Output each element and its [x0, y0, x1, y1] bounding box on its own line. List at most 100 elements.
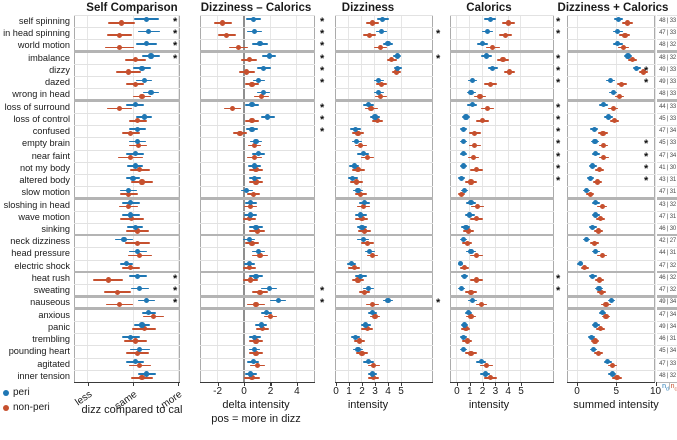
row-line [657, 125, 677, 127]
row-label-wave-motion: wave motion [18, 211, 70, 222]
row-line [74, 88, 180, 90]
data-point-peri-neck-dizziness [460, 236, 466, 242]
data-point-non-peri-altered-body [468, 179, 474, 185]
row-line [450, 112, 554, 114]
data-point-peri-panic [258, 322, 264, 328]
significance-star-dizziness-calorics-not-my-body: * [644, 162, 649, 175]
sample-size-anxious: 47 | 34 [659, 311, 676, 318]
x-axis-line [657, 382, 677, 383]
row-line [335, 27, 433, 29]
data-point-peri-anxious [263, 310, 270, 316]
row-line [335, 333, 433, 335]
row-line [657, 247, 677, 249]
row-line [74, 210, 180, 212]
data-point-non-peri-panic [141, 326, 147, 332]
row-line [335, 112, 433, 114]
data-point-peri-nauseous [385, 297, 391, 304]
data-point-non-peri-wave-motion [359, 216, 365, 222]
data-point-peri-wave-motion [593, 212, 599, 218]
sample-size-agitated: 47 | 33 [659, 360, 676, 367]
row-line [335, 125, 433, 127]
data-point-peri-wrong-in-head [376, 90, 382, 96]
data-point-peri-inner-tension [143, 371, 150, 377]
significance-star-self-comparison-self-spinning: * [173, 16, 178, 28]
row-line [74, 222, 180, 224]
data-point-peri-agitated [478, 359, 484, 365]
group-separator [657, 50, 677, 53]
significance-star-calorics-sweating: * [556, 285, 561, 298]
legend-label-non-peri: non-peri [13, 402, 50, 413]
row-line [567, 222, 655, 224]
row-line [335, 247, 433, 249]
data-point-peri-dazed [469, 77, 475, 83]
row-line [567, 259, 655, 261]
data-point-peri-altered-body [587, 175, 593, 181]
data-point-non-peri-heat-rush [105, 277, 111, 283]
data-point-peri-confused [249, 126, 255, 132]
group-separator [567, 307, 655, 310]
data-point-non-peri-imbalance [132, 57, 138, 63]
tick-mark [296, 382, 299, 386]
data-point-peri-pounding-heart [252, 346, 258, 353]
data-point-peri-trembling [252, 334, 258, 340]
data-point-peri-loss-of-control [463, 114, 469, 120]
significance-star-calorics-altered-body: * [556, 175, 561, 188]
data-point-non-peri-sloshing-in-head [599, 203, 605, 210]
data-point-peri-inner-tension [369, 371, 375, 377]
data-point-non-peri-trembling [464, 338, 470, 344]
group-separator [200, 50, 315, 53]
data-point-non-peri-world-motion [116, 44, 123, 51]
group-separator [200, 233, 315, 237]
data-point-non-peri-not-my-body [473, 167, 479, 173]
data-point-non-peri-confused [355, 130, 361, 136]
sample-size-world-motion: 48 | 32 [659, 42, 676, 49]
group-separator [657, 233, 677, 237]
tick-label-4: 4 [385, 386, 391, 397]
data-point-peri-anxious [146, 310, 152, 316]
row-line [567, 125, 655, 127]
row-line [74, 112, 180, 114]
data-point-peri-heat-rush [462, 273, 468, 279]
data-point-non-peri-dizzy [125, 69, 132, 75]
row-line [200, 210, 315, 212]
row-line [335, 357, 433, 359]
data-point-non-peri-sweating [598, 289, 604, 295]
tick-label-2: -2 [213, 386, 223, 397]
tick-mark [655, 382, 657, 386]
data-point-peri-dizzy [395, 65, 401, 71]
data-point-peri-loss-of-surround [469, 102, 475, 108]
row-line [657, 333, 677, 335]
data-point-peri-loss-of-control [372, 114, 378, 120]
row-line [450, 88, 554, 90]
data-point-peri-near-faint [360, 151, 366, 157]
row-line [657, 210, 677, 212]
data-point-peri-world-motion [257, 41, 263, 47]
row-label-dazed: dazed [44, 77, 70, 88]
data-point-non-peri-electric-shock [128, 265, 134, 271]
row-line [74, 369, 180, 371]
data-point-non-peri-not-my-body [253, 167, 259, 173]
row-line [74, 284, 180, 286]
data-point-non-peri-in-head-spinning [224, 32, 230, 38]
row-line [335, 174, 433, 176]
data-point-peri-empty-brain [253, 138, 259, 145]
row-line [567, 186, 655, 188]
panel-title-dizziness-minus-calorics: Dizziness – Calorics [200, 2, 312, 14]
group-separator [335, 295, 433, 298]
data-point-non-peri-confused [600, 130, 606, 136]
data-point-peri-nauseous [608, 297, 615, 304]
row-label-imbalance: imbalance [28, 52, 70, 63]
data-point-non-peri-nauseous [603, 301, 609, 307]
row-line [657, 137, 677, 139]
significance-star-dizziness-calorics-self-spinning: * [320, 16, 325, 28]
tick-label-3: 3 [372, 386, 378, 397]
data-point-non-peri-not-my-body [597, 167, 603, 173]
data-point-peri-panic [593, 322, 599, 328]
row-line [335, 259, 433, 261]
row-label-nauseous: nauseous [30, 297, 70, 308]
data-point-non-peri-nauseous [116, 301, 123, 307]
data-point-peri-dizzy [490, 65, 496, 71]
data-point-non-peri-pounding-heart [595, 350, 601, 356]
tick-mark [348, 382, 351, 386]
